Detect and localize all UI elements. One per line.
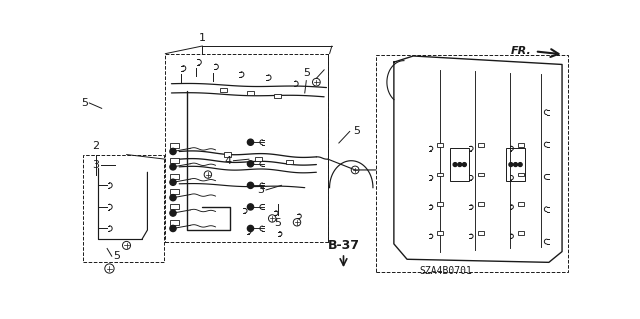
- Bar: [170, 204, 179, 210]
- Bar: [437, 231, 444, 235]
- Text: 5: 5: [303, 68, 310, 78]
- Circle shape: [248, 204, 253, 210]
- Text: B-37: B-37: [328, 239, 360, 252]
- Circle shape: [248, 139, 253, 145]
- Text: FR.: FR.: [510, 46, 531, 56]
- Bar: [518, 173, 524, 176]
- Bar: [220, 88, 227, 92]
- Bar: [170, 220, 179, 225]
- Bar: [451, 148, 469, 182]
- Circle shape: [518, 163, 522, 167]
- Text: 1: 1: [199, 33, 206, 43]
- Text: 5: 5: [81, 98, 88, 108]
- Text: SZA4B0701: SZA4B0701: [419, 266, 472, 276]
- Bar: [376, 55, 568, 272]
- Text: 3: 3: [257, 185, 264, 195]
- Bar: [506, 148, 525, 182]
- Circle shape: [458, 163, 461, 167]
- Bar: [477, 173, 484, 176]
- Text: 5: 5: [353, 126, 360, 137]
- Circle shape: [248, 182, 253, 189]
- Circle shape: [453, 163, 457, 167]
- Bar: [170, 143, 179, 148]
- Bar: [224, 152, 231, 157]
- Text: 5: 5: [113, 251, 120, 261]
- Text: 5: 5: [274, 218, 281, 228]
- Circle shape: [170, 164, 176, 170]
- Bar: [477, 202, 484, 206]
- Bar: [477, 144, 484, 147]
- Bar: [477, 231, 484, 235]
- Bar: [437, 144, 444, 147]
- Bar: [170, 189, 179, 194]
- Circle shape: [248, 226, 253, 232]
- Bar: [518, 144, 524, 147]
- Bar: [286, 160, 292, 164]
- Bar: [170, 158, 179, 163]
- Circle shape: [170, 226, 176, 232]
- Circle shape: [514, 163, 518, 167]
- Bar: [274, 94, 281, 98]
- Bar: [255, 157, 262, 161]
- Text: 4: 4: [224, 156, 231, 166]
- Bar: [165, 54, 328, 241]
- Bar: [170, 174, 179, 179]
- Text: 2: 2: [92, 141, 99, 152]
- Circle shape: [463, 163, 467, 167]
- Bar: [518, 231, 524, 235]
- Circle shape: [509, 163, 513, 167]
- Bar: [247, 91, 254, 95]
- Circle shape: [170, 195, 176, 201]
- Circle shape: [170, 148, 176, 154]
- Circle shape: [248, 161, 253, 167]
- Bar: [437, 202, 444, 206]
- Bar: [83, 154, 164, 262]
- Circle shape: [170, 210, 176, 216]
- Bar: [437, 173, 444, 176]
- Text: 3: 3: [92, 160, 99, 170]
- Circle shape: [170, 179, 176, 185]
- Bar: [518, 202, 524, 206]
